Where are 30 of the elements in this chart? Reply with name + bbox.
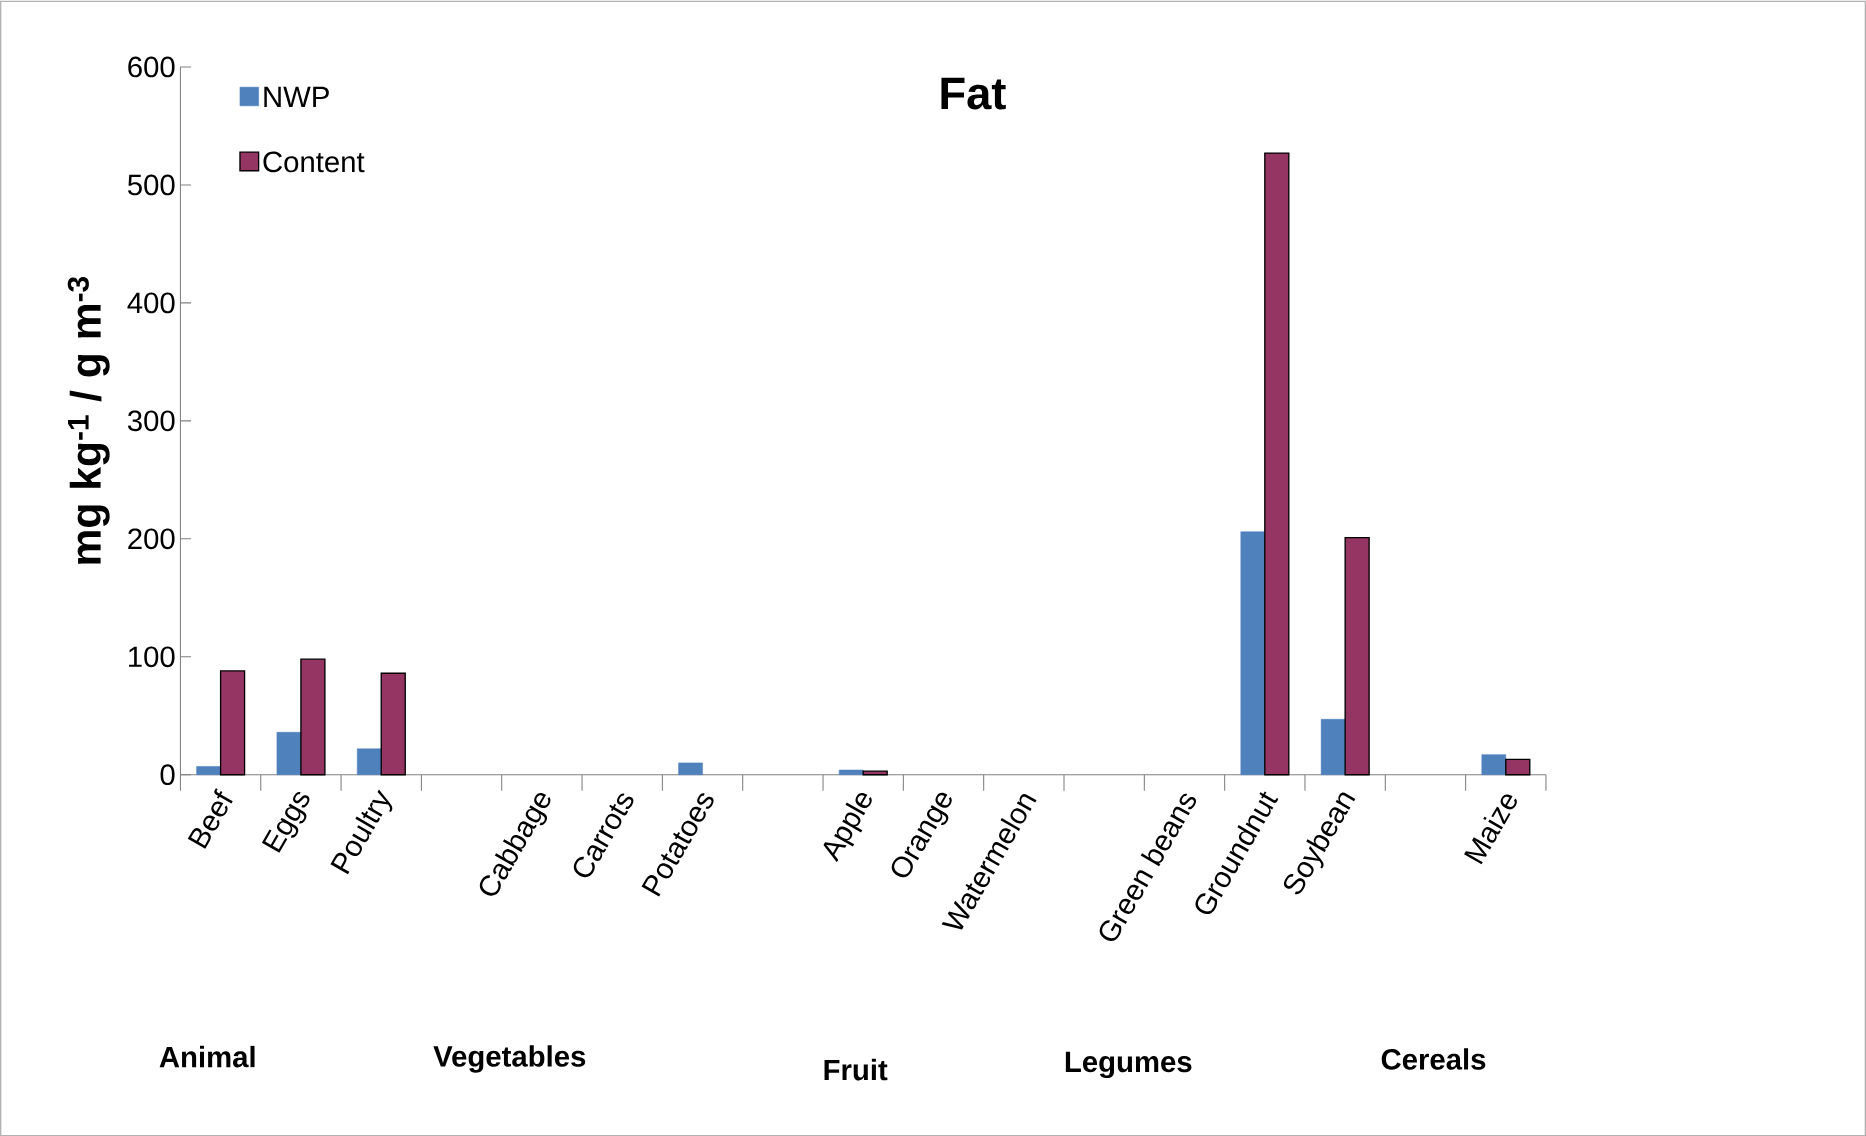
text: Vegetables <box>433 1045 586 1073</box>
bar <box>1264 152 1290 776</box>
bar <box>1344 536 1370 776</box>
bar <box>276 731 302 775</box>
text: Fruit <box>824 1058 888 1081</box>
y-tick-label: 100 <box>129 646 175 668</box>
bar <box>1481 754 1507 775</box>
bar <box>196 766 221 775</box>
y-axis-title: mg kg$^{-1}$ / g m$^{-3}$ <box>67 276 110 564</box>
y-tick-label: 500 <box>127 174 175 196</box>
bar <box>838 769 864 775</box>
legend-label: Content <box>263 151 365 173</box>
y-tick-label: 400 <box>127 292 175 314</box>
bar <box>1505 758 1531 776</box>
y-tick-label: 300 <box>127 410 175 432</box>
y-tick-label: 0 <box>160 764 175 785</box>
bar <box>219 670 246 776</box>
y-tick-label: 200 <box>128 528 175 550</box>
bar <box>380 672 406 776</box>
text: Cereals <box>1381 1048 1486 1070</box>
bar <box>1240 531 1266 775</box>
text: Legumes <box>1065 1051 1192 1078</box>
bar <box>1320 718 1346 775</box>
chart-title: Fat <box>941 77 1006 110</box>
bar <box>356 748 382 775</box>
y-tick-label: 600 <box>128 56 175 78</box>
bar <box>300 658 326 776</box>
legend-label: NWP <box>264 86 329 107</box>
text: Animal <box>159 1045 255 1068</box>
bar <box>678 762 703 775</box>
